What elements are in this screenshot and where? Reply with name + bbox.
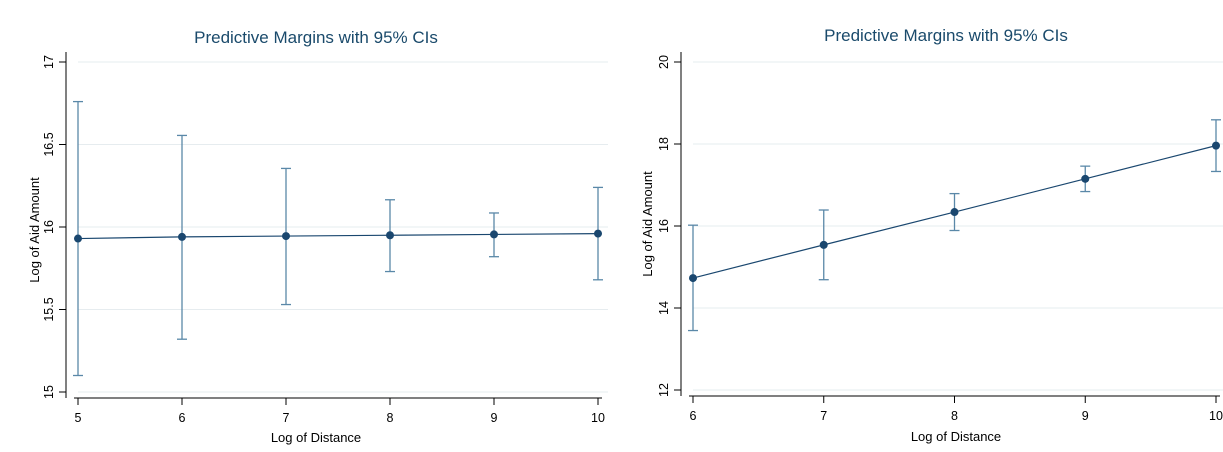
y-tick-label: 20 — [657, 55, 671, 69]
x-tick-label: 7 — [820, 409, 827, 423]
right-chart-background — [622, 14, 1223, 452]
y-tick-label: 14 — [657, 301, 671, 315]
y-tick-label: 18 — [657, 137, 671, 151]
y-tick-label: 15 — [42, 385, 56, 399]
x-axis-label: Log of Distance — [911, 429, 1001, 444]
x-tick-label: 8 — [387, 411, 394, 425]
margin-point — [689, 274, 697, 283]
x-tick-label: 8 — [951, 409, 958, 423]
left-chart-background — [8, 18, 615, 452]
x-tick-label: 9 — [1082, 409, 1089, 423]
x-tick-label: 10 — [1209, 409, 1223, 423]
right-chart: 12 14 16 18 20 6 7 8 9 10 Predictive Margins with … — [640, 26, 1223, 444]
y-tick-label: 16 — [657, 219, 671, 233]
y-tick-label: 16 — [42, 220, 56, 234]
margin-point — [386, 231, 394, 240]
x-tick-label: 7 — [283, 411, 290, 425]
x-tick-label: 10 — [591, 411, 605, 425]
margin-point — [594, 229, 602, 238]
margin-point — [74, 234, 82, 243]
x-tick-label: 6 — [179, 411, 186, 425]
margin-line — [77, 233, 599, 240]
y-axis-label: Log of Aid Amount — [640, 171, 655, 277]
x-tick-label: 5 — [75, 411, 82, 425]
y-tick-label: 17 — [42, 55, 56, 69]
x-axis-label: Log of Distance — [271, 430, 361, 445]
margin-point — [819, 240, 828, 249]
margin-point — [1212, 141, 1220, 150]
margin-point — [178, 232, 186, 241]
x-tick-label: 6 — [690, 409, 697, 423]
y-tick-label: 16.5 — [42, 132, 56, 156]
chart-title: Predictive Margins with 95% CIs — [824, 26, 1068, 45]
x-tick-label: 9 — [491, 411, 498, 425]
margin-point — [490, 230, 498, 239]
y-tick-label: 12 — [657, 383, 671, 397]
chart-title: Predictive Margins with 95% CIs — [194, 28, 438, 47]
y-tick-label: 15.5 — [42, 297, 56, 321]
left-chart: 15 15.5 16 16.5 17 5 6 7 8 9 10 Predictive Margins … — [27, 28, 608, 445]
margin-point — [282, 232, 290, 241]
margin-point — [1081, 174, 1090, 183]
y-axis-label: Log of Aid Amount — [27, 177, 42, 283]
margin-point — [950, 208, 959, 217]
